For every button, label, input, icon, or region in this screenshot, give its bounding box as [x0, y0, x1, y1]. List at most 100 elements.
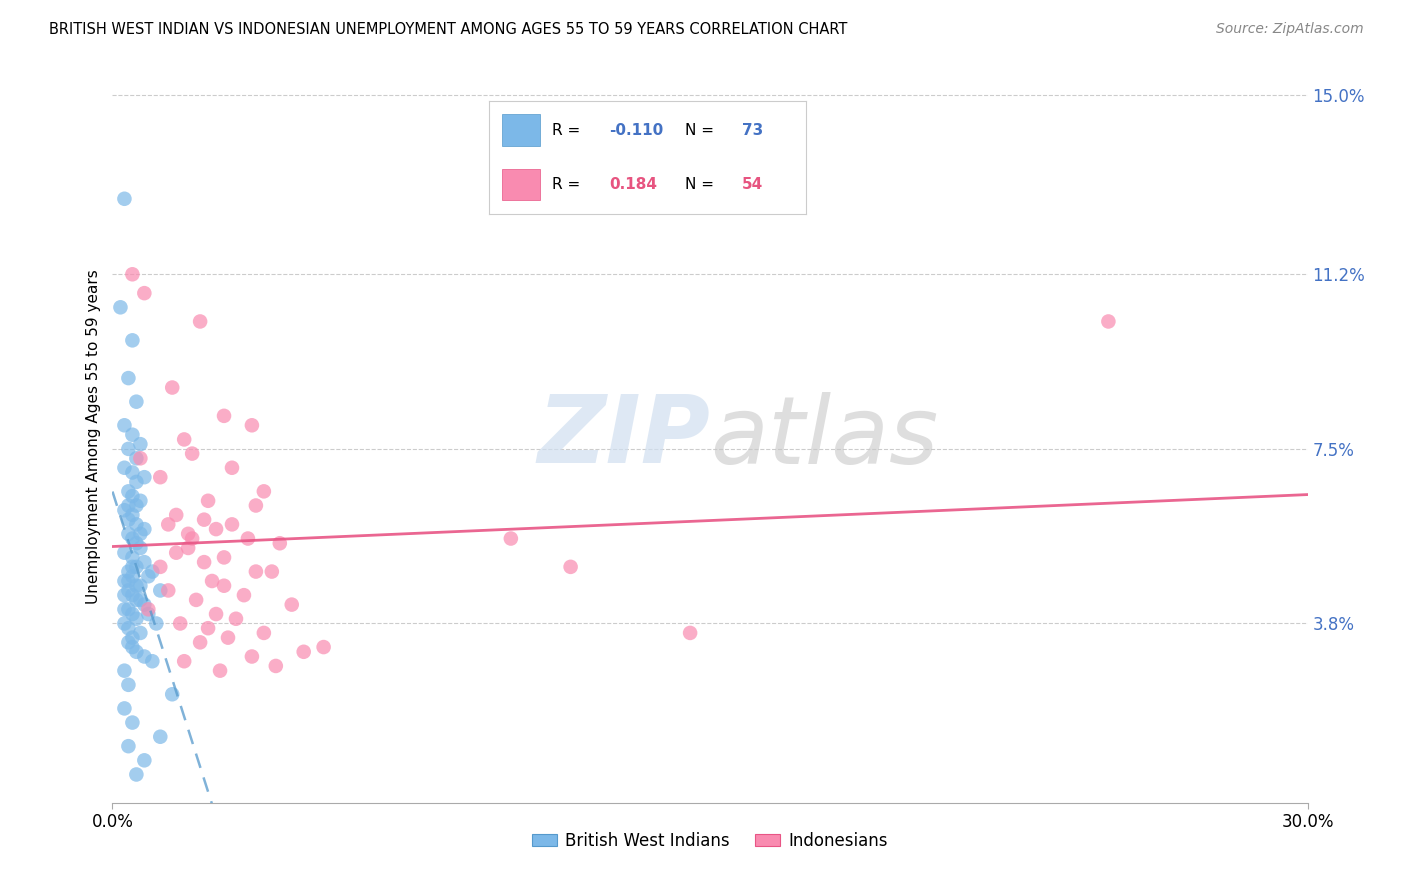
Point	[121, 715, 143, 730]
Point	[177, 541, 200, 555]
Point	[245, 565, 267, 579]
Point	[121, 334, 143, 348]
Point	[117, 739, 139, 754]
Point	[679, 626, 702, 640]
Point	[129, 593, 152, 607]
Point	[221, 517, 243, 532]
Point	[121, 559, 143, 574]
Point	[117, 371, 139, 385]
Point	[125, 559, 148, 574]
Point	[253, 626, 276, 640]
Point	[264, 659, 287, 673]
Point	[292, 645, 315, 659]
Point	[129, 526, 152, 541]
Y-axis label: Unemployment Among Ages 55 to 59 years: Unemployment Among Ages 55 to 59 years	[86, 269, 101, 605]
Point	[312, 640, 335, 654]
Point	[134, 649, 156, 664]
Point	[145, 616, 167, 631]
Point	[114, 546, 135, 560]
Point	[240, 418, 263, 433]
Point	[205, 607, 228, 621]
Point	[114, 192, 135, 206]
Point	[125, 475, 148, 489]
Point	[125, 451, 148, 466]
Point	[149, 730, 172, 744]
Point	[201, 574, 224, 588]
Point	[212, 550, 235, 565]
Point	[114, 418, 135, 433]
Point	[188, 314, 211, 328]
Point	[186, 593, 208, 607]
Point	[129, 451, 152, 466]
Point	[162, 380, 183, 394]
Point	[165, 546, 187, 560]
Point	[125, 593, 148, 607]
Point	[117, 526, 139, 541]
Point	[205, 522, 228, 536]
Point	[117, 499, 139, 513]
Point	[121, 569, 143, 583]
Point	[125, 499, 148, 513]
Point	[125, 612, 148, 626]
Point	[560, 559, 582, 574]
Point	[129, 493, 152, 508]
Point	[117, 513, 139, 527]
Point	[157, 583, 180, 598]
Point	[173, 654, 195, 668]
Point	[117, 565, 139, 579]
Point	[121, 550, 143, 565]
Point	[121, 267, 143, 281]
Point	[121, 508, 143, 522]
Point	[125, 536, 148, 550]
Point	[129, 541, 152, 555]
Point	[134, 470, 156, 484]
Point	[217, 631, 239, 645]
Point	[212, 409, 235, 423]
Point	[138, 607, 160, 621]
Point	[499, 532, 522, 546]
Point	[177, 526, 200, 541]
Point	[134, 522, 156, 536]
Point	[114, 701, 135, 715]
Point	[125, 517, 148, 532]
Point	[240, 649, 263, 664]
Point	[141, 654, 163, 668]
Point	[197, 621, 219, 635]
Point	[212, 579, 235, 593]
Point	[114, 588, 135, 602]
Point	[193, 555, 215, 569]
Point	[121, 631, 143, 645]
Point	[281, 598, 304, 612]
Point	[114, 602, 135, 616]
Point	[114, 664, 135, 678]
Point	[125, 579, 148, 593]
Point	[117, 602, 139, 616]
Point	[129, 579, 152, 593]
Point	[129, 626, 152, 640]
Point	[134, 753, 156, 767]
Text: Source: ZipAtlas.com: Source: ZipAtlas.com	[1216, 22, 1364, 37]
Point	[260, 565, 283, 579]
Point	[114, 616, 135, 631]
Point	[149, 583, 172, 598]
Point	[188, 635, 211, 649]
Point	[121, 427, 143, 442]
Point	[162, 687, 183, 701]
Text: ZIP: ZIP	[537, 391, 710, 483]
Point	[1097, 314, 1119, 328]
Point	[225, 612, 247, 626]
Point	[125, 645, 148, 659]
Point	[117, 442, 139, 456]
Point	[117, 583, 139, 598]
Point	[117, 484, 139, 499]
Point	[181, 447, 204, 461]
Legend: British West Indians, Indonesians: British West Indians, Indonesians	[526, 825, 894, 856]
Point	[169, 616, 191, 631]
Point	[253, 484, 276, 499]
Point	[129, 437, 152, 451]
Point	[114, 503, 135, 517]
Point	[114, 574, 135, 588]
Point	[134, 555, 156, 569]
Text: BRITISH WEST INDIAN VS INDONESIAN UNEMPLOYMENT AMONG AGES 55 TO 59 YEARS CORRELA: BRITISH WEST INDIAN VS INDONESIAN UNEMPL…	[49, 22, 848, 37]
Text: atlas: atlas	[710, 392, 938, 483]
